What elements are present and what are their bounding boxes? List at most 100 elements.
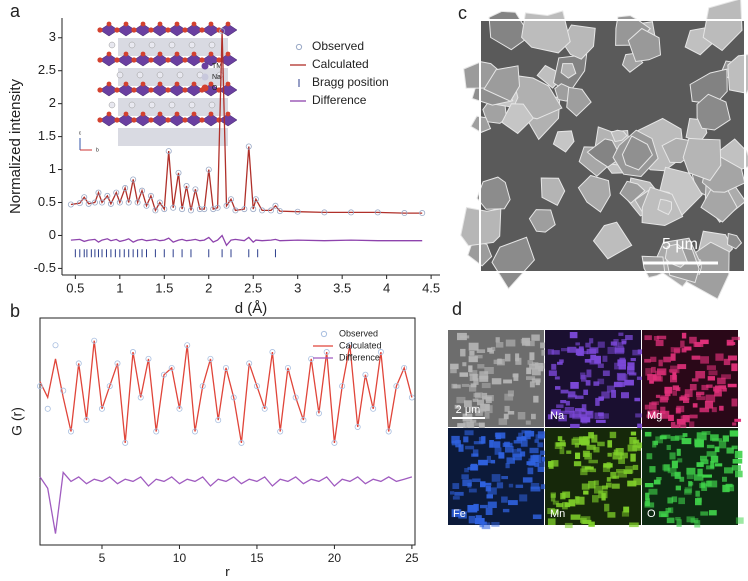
map-pixel (467, 483, 471, 488)
x-tick-label: 5 (99, 551, 106, 565)
o-atom (182, 57, 187, 62)
element-label: Mn (550, 508, 565, 520)
map-pixel (570, 382, 578, 389)
o-atom (175, 22, 180, 27)
y-tick-label: 2.5 (38, 62, 56, 77)
o-atom (175, 82, 180, 87)
map-pixel (488, 502, 497, 508)
o-atom (199, 117, 204, 122)
map-pixel (597, 442, 605, 447)
na-atom (189, 102, 195, 108)
o-atom (148, 57, 153, 62)
map-pixel (656, 340, 664, 346)
panel-letter: c (458, 3, 467, 23)
x-tick-label: 2.5 (244, 280, 262, 295)
o-atom (192, 22, 197, 27)
map-pixel (706, 395, 716, 403)
map-pixel (645, 405, 650, 410)
map-pixel (667, 518, 675, 524)
y-axis-label: G (r) (9, 407, 25, 436)
map-pixel (667, 445, 671, 450)
map-pixel (707, 445, 715, 448)
legend-marker (296, 44, 301, 49)
inset-axis-label: c (79, 130, 82, 136)
map-pixel (672, 496, 677, 502)
map-pixel (655, 371, 665, 376)
map-pixel (682, 333, 686, 339)
map-pixel (504, 442, 510, 447)
map-pixel (508, 500, 518, 505)
map-pixel (706, 481, 712, 487)
map-pixel (492, 474, 501, 482)
legend-label: Observed (339, 328, 378, 338)
map-pixel (561, 390, 569, 394)
map-pixel (450, 491, 454, 494)
map-pixel (673, 385, 679, 390)
x-axis-label: d (Å) (235, 300, 268, 317)
o-atom (141, 112, 146, 117)
map-pixel (473, 399, 479, 402)
map-pixel (697, 462, 704, 467)
map-pixel (603, 371, 610, 377)
map-pixel (670, 375, 677, 382)
map-pixel (573, 437, 580, 440)
sem-image (461, 0, 748, 299)
element-label: Fe (453, 508, 466, 520)
map-pixel (620, 453, 628, 459)
map-pixel (652, 401, 659, 405)
map-pixel (617, 373, 626, 380)
map-pixel (582, 484, 590, 490)
o-atom (148, 87, 153, 92)
map-pixel (549, 461, 554, 469)
scale-bar-label: 5 μm (662, 236, 698, 253)
map-pixel (607, 477, 611, 482)
map-pixel (474, 393, 481, 397)
x-tick-label: 0.5 (66, 280, 84, 295)
inset-legend-label: Na (212, 74, 221, 81)
map-pixel (665, 390, 671, 396)
map-pixel (602, 486, 608, 490)
map-pixel (616, 469, 625, 473)
map-pixel (618, 458, 625, 464)
map-pixel (576, 497, 585, 505)
legend-label: Calculated (339, 340, 382, 350)
map-pixel (645, 483, 653, 487)
map-pixel (575, 453, 580, 459)
map-pixel (484, 483, 492, 486)
map-pixel (555, 442, 562, 449)
o-atom (158, 22, 163, 27)
map-pixel (509, 484, 513, 488)
o-atom (97, 27, 102, 32)
inset-legend-label: O (212, 85, 218, 92)
map-pixel (715, 463, 722, 466)
o-atom (131, 117, 136, 122)
map-pixel (649, 489, 658, 495)
o-atom (107, 82, 112, 87)
o-atom (175, 112, 180, 117)
o-atom (209, 52, 214, 57)
map-pixel (731, 363, 737, 371)
map-pixel (635, 413, 643, 417)
map-pixel (598, 491, 607, 499)
o-atom (141, 22, 146, 27)
map-pixel (463, 436, 468, 442)
o-atom (192, 112, 197, 117)
map-pixel (453, 385, 461, 389)
map-pixel (513, 454, 522, 461)
na-atom (117, 72, 123, 78)
legend-label: Calculated (312, 57, 369, 71)
map-pixel (519, 494, 527, 501)
map-pixel (565, 523, 573, 528)
map-pixel (684, 489, 692, 494)
map-pixel (469, 516, 475, 523)
map-pixel (551, 494, 555, 501)
map-pixel (506, 340, 516, 347)
map-pixel (567, 347, 576, 353)
map-pixel (596, 420, 606, 423)
map-pixel (460, 335, 469, 338)
map-pixel (452, 483, 459, 489)
o-atom (175, 52, 180, 57)
map-pixel (728, 384, 737, 387)
map-pixel (450, 369, 457, 374)
map-pixel (592, 495, 599, 502)
